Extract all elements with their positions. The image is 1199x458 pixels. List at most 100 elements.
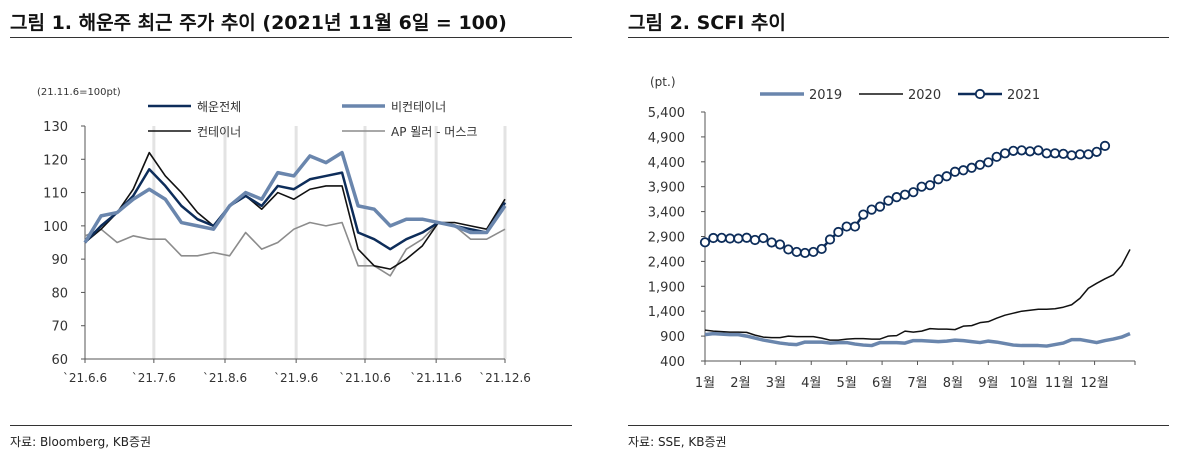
right-series-marker-2021	[858, 209, 869, 220]
left-legend-label: AP 묄러 - 머스크	[391, 125, 477, 139]
right-x-tick-label: 10월	[1009, 376, 1038, 391]
right-series-marker-2021	[766, 237, 777, 248]
left-y-tick-label: 130	[43, 120, 68, 135]
right-legend-label: 2020	[908, 88, 941, 103]
right-series-marker-2021	[1049, 148, 1061, 159]
right-x-tick-label: 9월	[978, 376, 998, 391]
right-legend-marker	[974, 88, 986, 100]
right-y-tick-label: 4,900	[648, 131, 685, 146]
left-x-tick-label: `21.12.6	[479, 371, 531, 385]
right-series-marker-2021	[974, 159, 986, 170]
right-series-marker-2021	[999, 148, 1011, 159]
right-series-marker-2021	[933, 174, 944, 185]
right-x-tick-label: 2월	[730, 376, 750, 391]
right-series-marker-2021	[883, 195, 894, 206]
right-series-marker-2021	[716, 232, 727, 243]
right-y-tick-label: 2,400	[648, 255, 685, 270]
left-figure-title: 그림 1. 해운주 최근 주가 추이 (2021년 11월 6일 = 100)	[10, 12, 507, 34]
left-legend-label: 해운전체	[197, 100, 241, 114]
right-series-marker-2021	[1033, 145, 1044, 156]
right-y-tick-label: 5,400	[648, 106, 685, 121]
right-y-tick-label: 1,900	[648, 280, 685, 295]
right-series-marker-2021	[1041, 148, 1052, 159]
right-source: 자료: SSE, KB증권	[628, 435, 727, 449]
right-series-marker-2021	[824, 234, 836, 245]
right-series-marker-2021	[924, 180, 936, 191]
right-series-marker-2021	[1066, 150, 1077, 161]
right-series-marker-2021	[891, 192, 902, 203]
right-series-marker-2021	[1083, 149, 1094, 160]
left-unit-label: (21.11.6=100pt)	[37, 87, 121, 98]
right-y-tick-label: 4,400	[648, 156, 685, 171]
right-figure-title: 그림 2. SCFI 추이	[628, 12, 786, 34]
left-x-tick-label: `21.8.6	[203, 371, 247, 385]
right-series-marker-2021	[816, 243, 827, 255]
right-series-marker-2021	[799, 247, 811, 259]
left-x-tick-label: `21.9.6	[274, 371, 318, 385]
right-x-tick-label: 8월	[943, 376, 963, 391]
right-x-tick-label: 4월	[801, 376, 821, 391]
right-series-marker-2021	[1016, 145, 1027, 156]
left-y-tick-label: 100	[43, 220, 68, 235]
right-series-marker-2021	[758, 232, 769, 244]
right-series-marker-2021	[699, 237, 711, 248]
left-y-tick-label: 60	[51, 353, 68, 368]
right-series-marker-2021	[808, 246, 819, 258]
right-y-tick-label: 2,900	[648, 231, 685, 246]
left-source: 자료: Bloomberg, KB증권	[10, 435, 152, 449]
right-x-tick-label: 7월	[907, 376, 927, 391]
right-series-marker-2021	[908, 187, 919, 198]
right-series-marker-2021	[708, 232, 719, 244]
right-series-marker-2021	[874, 201, 886, 212]
right-series-line-2019	[704, 331, 1131, 348]
left-y-tick-label: 90	[51, 253, 68, 268]
right-series-marker-2021	[983, 157, 994, 168]
right-series-marker-2021	[783, 244, 794, 255]
right-series-marker-2021	[733, 233, 744, 244]
left-series-line-2	[84, 151, 506, 270]
left-series-line-3	[84, 221, 506, 277]
right-source-rule	[628, 425, 1169, 426]
right-series-marker-2021	[1024, 146, 1036, 157]
right-legend-label: 2019	[809, 88, 842, 103]
right-series-marker-2021	[791, 246, 802, 258]
right-series-marker-2021	[958, 165, 969, 176]
left-x-tick-label: `21.6.6	[63, 371, 107, 385]
right-series-marker-2021	[966, 162, 977, 173]
right-title-rule	[628, 37, 1169, 38]
right-series-marker-2021	[1091, 146, 1102, 157]
right-x-tick-label: 12월	[1080, 376, 1109, 391]
right-series-marker-2021	[749, 234, 761, 246]
right-series-marker-2021	[941, 171, 952, 182]
left-source-rule	[10, 425, 572, 426]
right-x-tick-label: 6월	[872, 376, 892, 391]
right-series-marker-2021	[833, 226, 844, 238]
right-x-tick-label: 3월	[766, 376, 786, 391]
right-series-marker-2021	[741, 232, 752, 243]
right-y-tick-label: 400	[660, 355, 685, 370]
left-y-tick-label: 70	[51, 320, 68, 335]
right-x-tick-label: 11월	[1045, 376, 1074, 391]
right-y-tick-label: 1,400	[648, 305, 685, 320]
right-series-marker-2021	[899, 189, 911, 200]
right-series-marker-2021	[866, 204, 877, 215]
left-y-tick-label: 80	[51, 286, 68, 301]
right-series-marker-2021	[1074, 149, 1086, 160]
right-series-marker-2021	[949, 166, 961, 177]
right-unit-label: (pt.)	[650, 75, 676, 89]
left-y-tick-label: 120	[43, 153, 68, 168]
left-x-tick-label: `21.11.6	[410, 371, 462, 385]
right-x-tick-label: 5월	[837, 376, 857, 391]
right-series-marker-2021	[1008, 145, 1019, 156]
right-legend-label: 2021	[1007, 88, 1040, 103]
left-series-line-1	[83, 150, 507, 244]
left-legend-label: 비컨테이너	[391, 100, 446, 114]
left-x-tick-label: `21.10.6	[339, 371, 391, 385]
right-series-marker-2021	[841, 221, 852, 232]
right-series-marker-2021	[1058, 148, 1069, 159]
right-series-line-2020	[704, 249, 1131, 341]
right-y-tick-label: 3,400	[648, 206, 685, 221]
right-series-marker-2021	[774, 239, 786, 250]
left-legend-label: 컨테이너	[197, 125, 241, 139]
